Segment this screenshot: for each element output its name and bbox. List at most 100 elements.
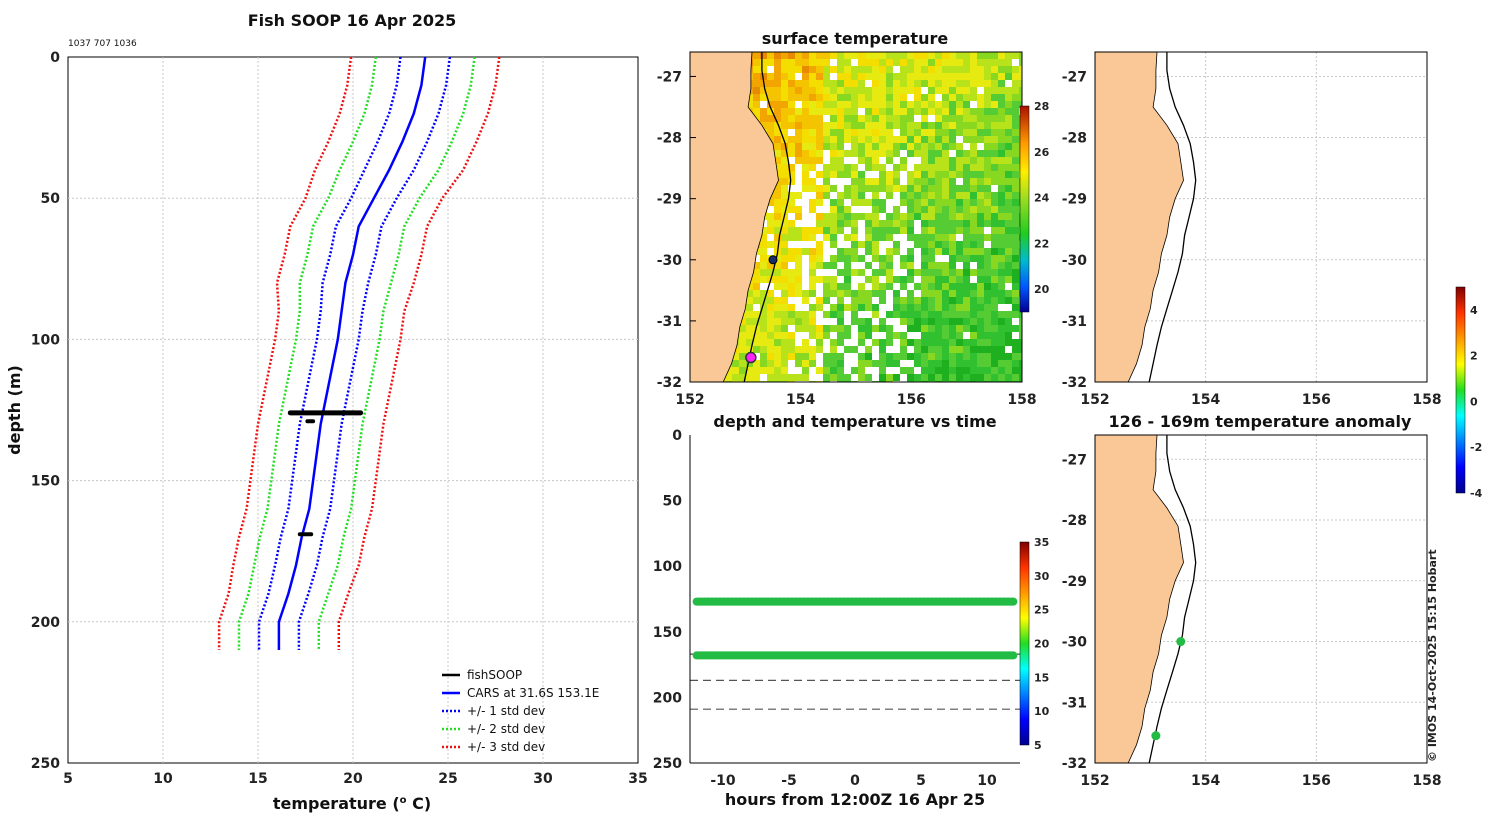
- sst-cell: [942, 178, 949, 185]
- sst-cell: [970, 199, 977, 206]
- sst-cell: [921, 360, 928, 367]
- sst-cell: [935, 227, 942, 234]
- sst-cell: [809, 318, 816, 325]
- sst-cell: [795, 206, 802, 213]
- sst-cell: [816, 220, 823, 227]
- sst-cell: [963, 136, 970, 143]
- sst-cell: [984, 234, 991, 241]
- sst-cell: [886, 234, 893, 241]
- sst-cell: [837, 325, 844, 332]
- sst-cell: [942, 73, 949, 80]
- sst-cell: [1019, 374, 1022, 381]
- sst-cell: [816, 304, 823, 311]
- sst-cell: [914, 353, 921, 360]
- sst-cell: [991, 332, 998, 339]
- profile-id-text: 1037 707 1036: [68, 39, 137, 49]
- anomaly-colorbar-tick: 2: [1470, 350, 1478, 363]
- sst-cell: [774, 367, 781, 374]
- sst-cell: [781, 59, 788, 66]
- sst-cell: [774, 192, 781, 199]
- sst-cell: [1005, 136, 1012, 143]
- anomaly-land-mass: [1095, 435, 1184, 763]
- sst-cell: [886, 59, 893, 66]
- sst-cell: [942, 262, 949, 269]
- sst-cell: [991, 52, 998, 59]
- sst-cell: [970, 87, 977, 94]
- sst-cell: [872, 283, 879, 290]
- sst-cell: [753, 290, 760, 297]
- overview-ytick-label: -32: [1062, 375, 1087, 391]
- sst-cell: [907, 374, 914, 381]
- sst-cell: [879, 73, 886, 80]
- sst-cell: [935, 353, 942, 360]
- sst-cell: [753, 367, 760, 374]
- sst-cell: [963, 192, 970, 199]
- sst-cell: [872, 122, 879, 129]
- sst-cell: [774, 213, 781, 220]
- sst-cell: [956, 325, 963, 332]
- time-colorbar-tick: 5: [1034, 739, 1042, 752]
- sst-cell: [991, 94, 998, 101]
- sst-cell: [788, 220, 795, 227]
- sst-cell: [879, 255, 886, 262]
- sst-cell: [837, 115, 844, 122]
- sst-cell: [886, 94, 893, 101]
- sst-cell: [914, 346, 921, 353]
- sst-cell: [893, 115, 900, 122]
- sst-cell: [977, 108, 984, 115]
- sst-cell: [935, 339, 942, 346]
- sst-cell: [802, 248, 809, 255]
- sst-cell: [851, 122, 858, 129]
- sst-cell: [956, 199, 963, 206]
- sst-cell: [788, 339, 795, 346]
- sst-cell: [1012, 297, 1019, 304]
- sst-cell: [865, 52, 872, 59]
- sst-cell: [851, 178, 858, 185]
- sst-cell: [914, 269, 921, 276]
- sst-cell: [865, 297, 872, 304]
- sst-cell: [830, 122, 837, 129]
- sst-cell: [816, 143, 823, 150]
- sst-cell: [823, 325, 830, 332]
- sst-cell: [809, 143, 816, 150]
- sst-cell: [816, 94, 823, 101]
- sst-cell: [739, 332, 746, 339]
- sst-cell: [830, 199, 837, 206]
- sst-cell: [1012, 367, 1019, 374]
- sst-cell: [809, 199, 816, 206]
- anomaly-ytick-label: -27: [1062, 452, 1087, 468]
- sst-cell: [935, 304, 942, 311]
- sst-cell: [788, 255, 795, 262]
- sst-cell: [774, 94, 781, 101]
- sst-cell: [998, 52, 1005, 59]
- sst-cell: [970, 332, 977, 339]
- sst-cell: [837, 122, 844, 129]
- sst-cell: [830, 346, 837, 353]
- sst-cell: [802, 178, 809, 185]
- sst-cell: [851, 255, 858, 262]
- sst-cell: [816, 52, 823, 59]
- sst-cell: [949, 234, 956, 241]
- overview-ytick-label: -30: [1062, 253, 1088, 269]
- sst-cell: [1005, 108, 1012, 115]
- sst-cell: [942, 171, 949, 178]
- sst-cell: [739, 318, 746, 325]
- sst-colorbar-tick: 24: [1034, 192, 1050, 205]
- sst-cell: [781, 73, 788, 80]
- sst-cell: [837, 108, 844, 115]
- sst-cell: [802, 157, 809, 164]
- sst-cell: [956, 227, 963, 234]
- sst-cell: [816, 325, 823, 332]
- sst-cell: [907, 269, 914, 276]
- sst-cell: [893, 143, 900, 150]
- sst-cell: [984, 353, 991, 360]
- sst-cell: [753, 66, 760, 73]
- sst-cell: [942, 213, 949, 220]
- sst-cell: [844, 283, 851, 290]
- sst-cell: [1012, 73, 1019, 80]
- sst-cell: [830, 143, 837, 150]
- sst-shelf-contour: [743, 52, 792, 382]
- sst-cell: [1012, 66, 1019, 73]
- sst-cell: [788, 66, 795, 73]
- sst-cell: [795, 353, 802, 360]
